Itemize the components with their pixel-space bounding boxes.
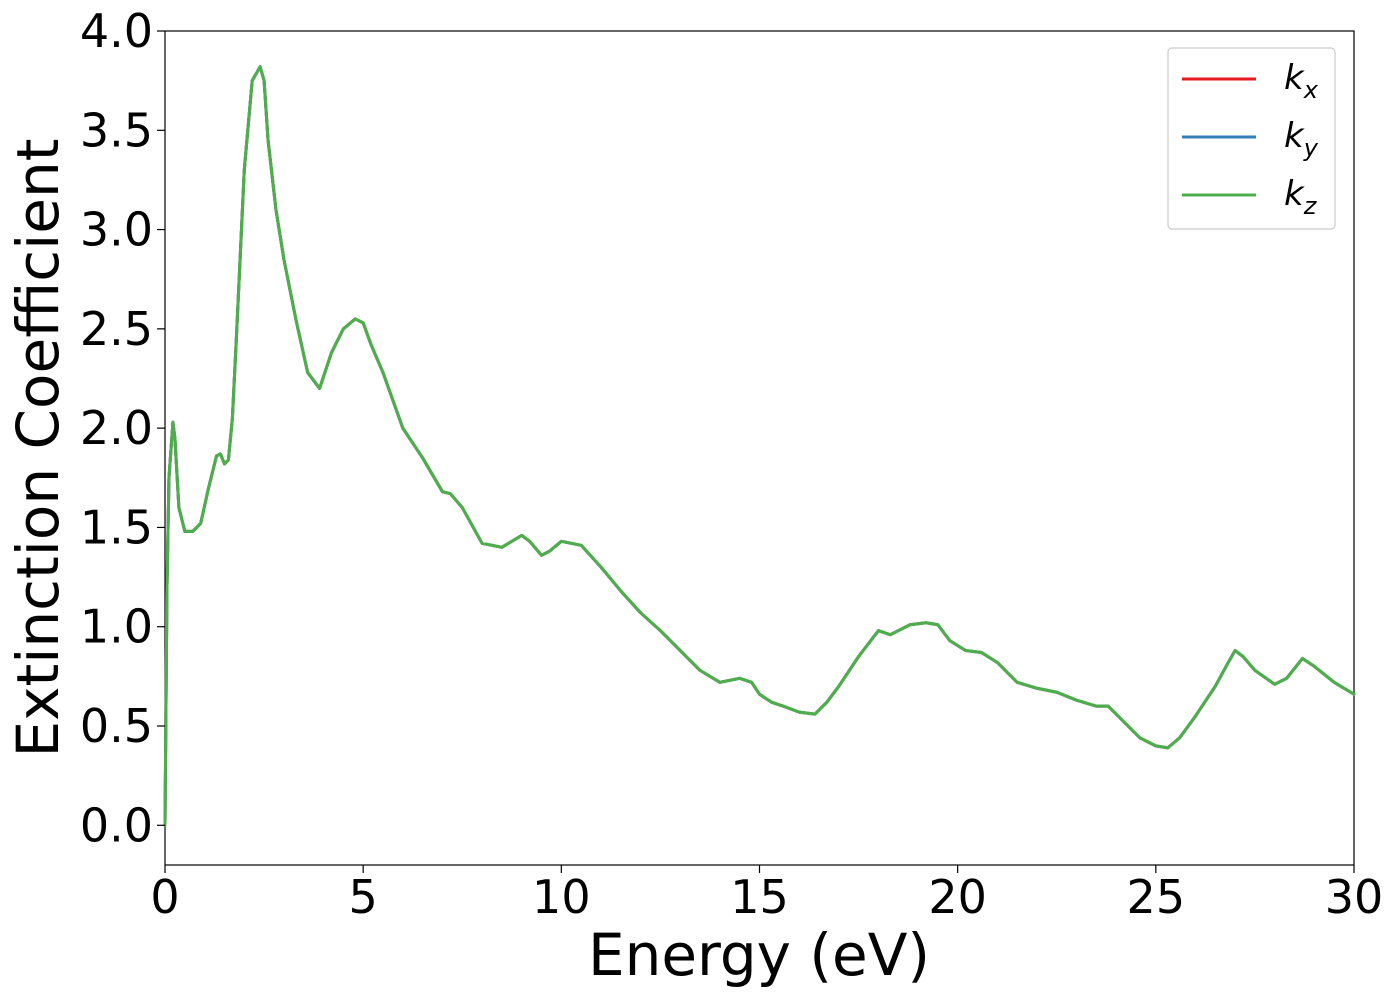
- x-tick-label: 0: [150, 870, 179, 924]
- legend-label-subscript: y: [1303, 134, 1319, 162]
- x-axis: 0 5 10 15 20 25 30: [150, 865, 1383, 924]
- x-axis-title: Energy (eV): [588, 921, 930, 989]
- x-tick-label: 20: [928, 870, 987, 924]
- x-tick-label: 30: [1325, 870, 1384, 924]
- y-tick-label: 1.0: [80, 600, 153, 654]
- y-tick-label: 3.0: [80, 203, 153, 257]
- series-line-z: [163, 65, 1356, 827]
- legend-label-subscript: x: [1303, 76, 1319, 104]
- legend-label-subscript: z: [1303, 192, 1318, 220]
- legend-label-x: kx: [1284, 58, 1319, 104]
- y-tick-label: 2.5: [80, 302, 153, 356]
- y-axis-title: Extinction Coefficient: [4, 139, 72, 758]
- x-tick-label: 25: [1127, 870, 1186, 924]
- series-layer: [163, 65, 1356, 827]
- y-tick-label: 4.0: [80, 4, 153, 58]
- y-axis: 0.0 0.5 1.0 1.5 2.0 2.5 3.0 3.5 4.0: [80, 4, 165, 852]
- x-tick-label: 10: [532, 870, 591, 924]
- y-tick-label: 0.5: [80, 699, 153, 753]
- y-tick-label: 3.5: [80, 103, 153, 157]
- y-tick-label: 0.0: [80, 798, 153, 852]
- legend-label-base: k: [1284, 174, 1305, 214]
- legend-label-base: k: [1284, 116, 1305, 156]
- x-tick-label: 5: [349, 870, 378, 924]
- y-tick-label: 2.0: [80, 401, 153, 455]
- legend-label-z: kz: [1284, 174, 1318, 220]
- x-tick-label: 15: [730, 870, 789, 924]
- legend-label-y: ky: [1284, 116, 1319, 162]
- y-tick-label: 1.5: [80, 500, 153, 554]
- legend-label-base: k: [1284, 58, 1305, 98]
